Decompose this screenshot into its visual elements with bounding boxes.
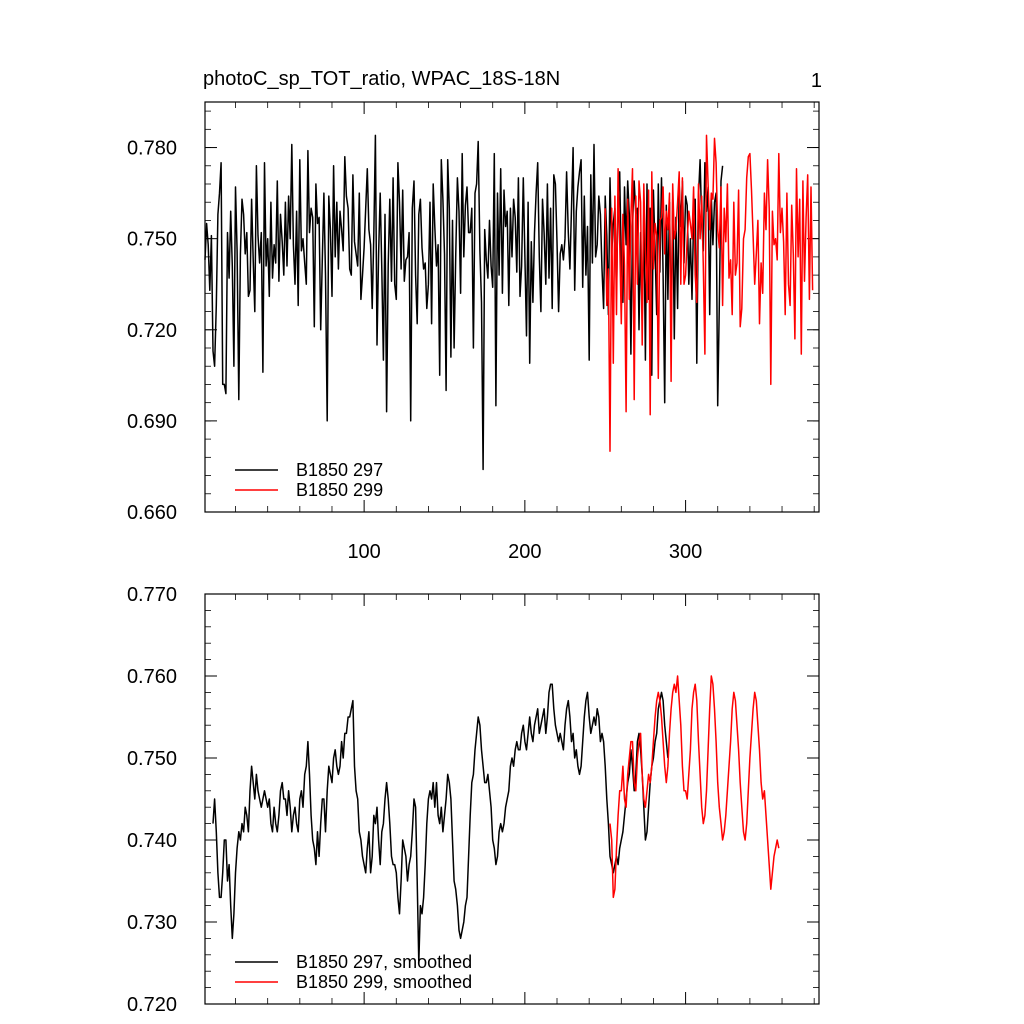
x-tick-label: 200: [508, 541, 541, 563]
top-line-chart: 0.660 0.690 0.720 0.750 0.780 100 200 300 B1850 …: [127, 101, 820, 563]
series-line-2: [609, 675, 780, 899]
series-line-1: [204, 134, 724, 471]
x-tick-label: 100: [347, 541, 380, 563]
y-tick-label: 0.770: [127, 584, 177, 606]
series-line-2: [604, 134, 814, 453]
y-tick-label: 0.740: [127, 830, 177, 852]
legend-label: B1850 297, smoothed: [296, 952, 472, 972]
series-line-1: [212, 683, 669, 964]
plot-frame: [204, 101, 820, 513]
y-tick-label: 0.690: [127, 411, 177, 433]
legend-label: B1850 297: [296, 460, 383, 480]
panel-number: 1: [811, 70, 822, 92]
y-tick-label: 0.660: [127, 502, 177, 524]
plot-frame: [204, 593, 820, 1005]
y-tick-label: 0.780: [127, 138, 177, 160]
y-tick-label: 0.720: [127, 320, 177, 342]
plot-title: photoC_sp_TOT_ratio, WPAC_18S-18N: [203, 68, 560, 90]
y-tick-label: 0.750: [127, 748, 177, 770]
y-tick-label: 0.720: [127, 994, 177, 1016]
bottom-line-chart: 0.720 0.730 0.740 0.750 0.760 0.770 B1850 297,…: [127, 584, 820, 1016]
x-tick-label: 300: [669, 541, 702, 563]
y-tick-label: 0.760: [127, 666, 177, 688]
legend-label: B1850 299: [296, 480, 383, 500]
y-tick-label: 0.750: [127, 229, 177, 251]
y-tick-label: 0.730: [127, 912, 177, 934]
legend-label: B1850 299, smoothed: [296, 972, 472, 992]
